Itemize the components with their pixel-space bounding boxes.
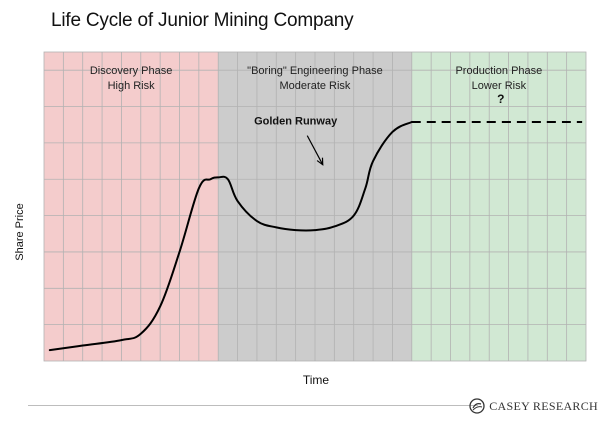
phase-label-3: Production Phase Lower Risk	[412, 64, 586, 94]
phase-label-2: "Boring" Engineering Phase Moderate Risk	[218, 64, 412, 94]
x-axis-label: Time	[302, 373, 330, 387]
annotation-arrow-shaft	[306, 135, 324, 165]
phase-name: Discovery Phase	[89, 65, 173, 77]
phase-risk-level: High Risk	[107, 80, 155, 92]
phase-band-1	[44, 52, 219, 361]
phase-name: "Boring" Engineering Phase	[247, 65, 383, 77]
phase-label-1: Discovery Phase High Risk	[44, 64, 218, 94]
footer-divider	[28, 405, 478, 406]
y-axis-label: Share Price	[14, 203, 26, 261]
golden-runway-annotation: Golden Runway	[254, 116, 338, 128]
question-mark-annotation: ?	[497, 92, 504, 106]
chart-title: Life Cycle of Junior Mining Company	[51, 10, 354, 31]
share-price-curve	[48, 120, 413, 352]
plot-frame	[43, 51, 587, 362]
phase-risk-level: Moderate Risk	[279, 80, 351, 92]
phase-band-3	[411, 52, 586, 361]
casey-research-logo-icon	[469, 398, 485, 414]
phase-name: Production Phase	[455, 65, 543, 77]
brand-name: CASEY RESEARCH	[489, 398, 598, 413]
phase-risk-level: Lower Risk	[471, 80, 527, 92]
annotation-arrow-head	[316, 157, 324, 166]
brand-logo: CASEY RESEARCH	[469, 398, 598, 414]
